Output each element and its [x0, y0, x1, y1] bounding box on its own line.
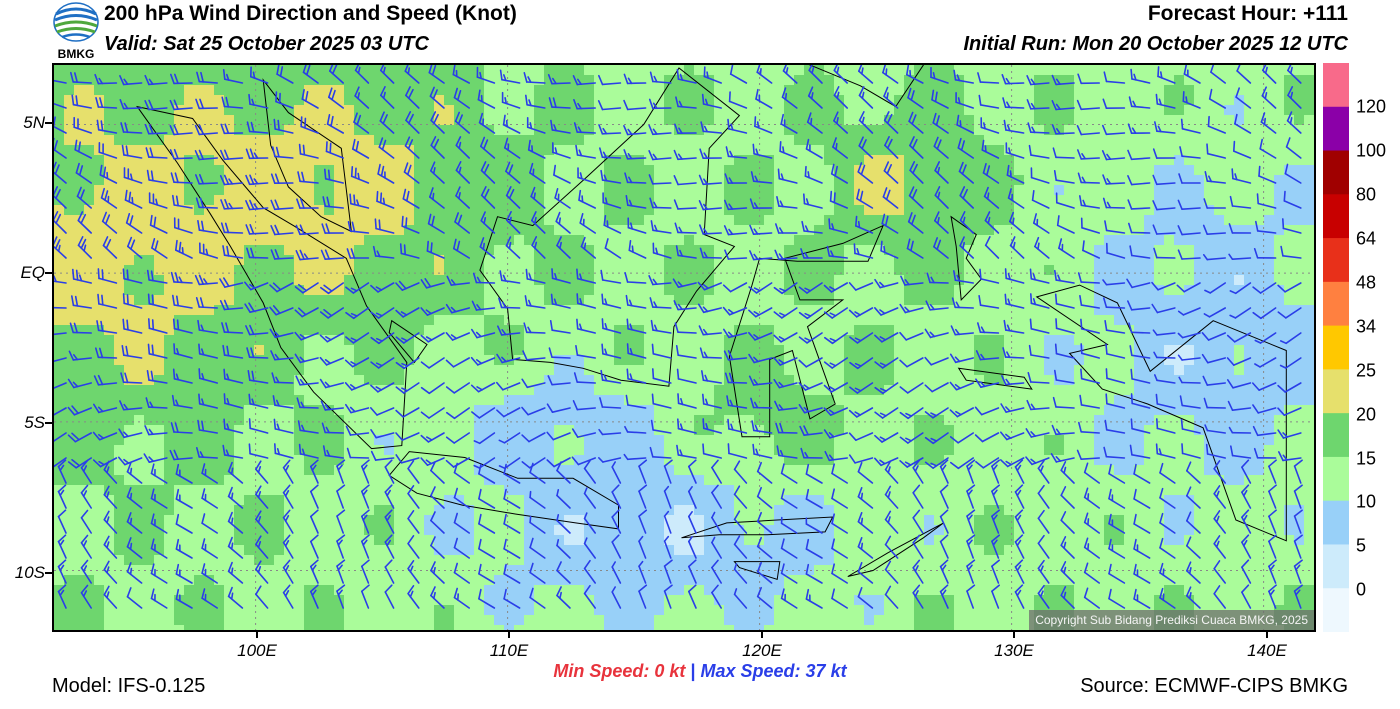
- forecast-hour: Forecast Hour: +111: [1147, 2, 1348, 25]
- speed-colorbar: [1323, 63, 1349, 633]
- initial-run: Initial Run: Mon 20 October 2025 12 UTC: [963, 33, 1348, 55]
- lat-tick: [45, 272, 52, 274]
- lat-tick: [45, 122, 52, 124]
- lat-label-eq: EQ: [20, 263, 45, 282]
- lat-tick: [45, 572, 52, 574]
- lon-label-120e: 120E: [742, 641, 782, 660]
- source-label: Source: ECMWF-CIPS BMKG: [1080, 675, 1348, 697]
- colorbar-label: 5: [1356, 535, 1367, 556]
- model-label: Model: IFS-0.125: [52, 675, 206, 697]
- max-speed: Max Speed: 37 kt: [700, 661, 847, 681]
- lon-label-140e: 140E: [1247, 641, 1287, 660]
- colorbar-label: 10: [1356, 491, 1377, 512]
- lat-label-5n: 5N: [23, 113, 45, 132]
- bmkg-logo-icon: BMKG: [52, 2, 100, 61]
- min-speed: Min Speed: 0 kt: [553, 661, 686, 681]
- colorbar-swatch: [1323, 413, 1349, 458]
- coastlines: [136, 65, 1287, 581]
- lat-label-5s: 5S: [24, 413, 45, 432]
- colorbar-label: 20: [1356, 404, 1377, 425]
- wind-map: [52, 63, 1316, 632]
- colorbar-label: 80: [1356, 184, 1377, 205]
- lon-tick: [761, 632, 763, 638]
- colorbar-swatch: [1323, 500, 1349, 545]
- speed-separator: |: [690, 661, 696, 681]
- colorbar-swatch: [1323, 150, 1349, 195]
- colorbar-label: 64: [1356, 228, 1377, 249]
- colorbar-swatch: [1323, 106, 1349, 152]
- map-title: 200 hPa Wind Direction and Speed (Knot): [104, 2, 517, 25]
- colorbar-swatch: [1323, 369, 1349, 414]
- colorbar-label: 25: [1356, 360, 1377, 381]
- colorbar-label: 0: [1356, 579, 1367, 600]
- colorbar-swatch: [1323, 238, 1349, 283]
- lon-tick: [1266, 632, 1268, 638]
- lon-label-100e: 100E: [237, 641, 277, 660]
- lon-tick: [256, 632, 258, 638]
- colorbar-swatch: [1323, 325, 1349, 370]
- wind-speed-fill: [54, 65, 1314, 630]
- valid-time: Valid: Sat 25 October 2025 03 UTC: [104, 33, 429, 55]
- colorbar-swatch: [1323, 588, 1349, 633]
- lon-tick: [508, 632, 510, 638]
- graticule: [54, 65, 1314, 630]
- colorbar-swatch: [1323, 456, 1349, 502]
- lon-label-130e: 130E: [994, 641, 1034, 660]
- lat-label-10s: 10S: [14, 563, 45, 582]
- colorbar-label: 48: [1356, 272, 1377, 293]
- speed-summary: Min Speed: 0 kt | Max Speed: 37 kt: [0, 661, 1400, 682]
- colorbar-label: 15: [1356, 448, 1377, 469]
- colorbar-swatch: [1323, 544, 1349, 589]
- lon-label-110e: 110E: [489, 641, 529, 660]
- copyright-note: Copyright Sub Bidang Prediksi Cuaca BMKG…: [1029, 610, 1314, 630]
- colorbar-swatch: [1323, 63, 1349, 108]
- colorbar-label: 120: [1356, 96, 1387, 117]
- colorbar-label: 100: [1356, 140, 1387, 161]
- colorbar-label: 34: [1356, 316, 1377, 337]
- colorbar-swatch: [1323, 194, 1349, 239]
- bmkg-logo-text: BMKG: [58, 47, 95, 60]
- wind-barbs: [54, 65, 1303, 609]
- lat-tick: [45, 422, 52, 424]
- colorbar-swatch: [1323, 281, 1349, 327]
- lon-tick: [1013, 632, 1015, 638]
